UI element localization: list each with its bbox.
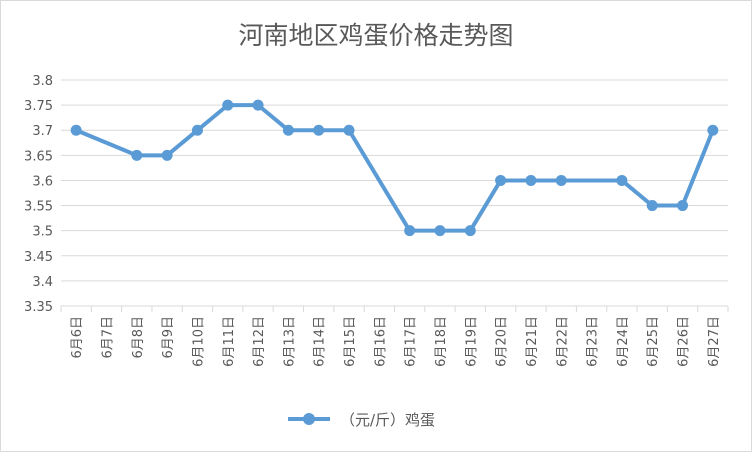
x-tick-label: 6月12日 — [252, 316, 267, 367]
chart-title: 河南地区鸡蛋价格走势图 — [238, 21, 513, 50]
data-point — [434, 225, 446, 237]
x-tick-label: 6月13日 — [282, 316, 297, 367]
data-point — [677, 200, 689, 212]
x-tick-label: 6月15日 — [343, 316, 358, 367]
x-tick-label: 6月26日 — [677, 316, 692, 367]
y-tick-label: 3.35 — [24, 300, 53, 315]
x-tick-label: 6月19日 — [464, 316, 479, 367]
data-point — [131, 149, 143, 161]
x-tick-label: 6月9日 — [161, 316, 176, 359]
data-point — [404, 225, 416, 237]
x-tick-label: 6月23日 — [586, 316, 601, 367]
x-tick-label: 6月22日 — [555, 316, 570, 367]
data-point — [70, 124, 82, 136]
data-point — [646, 200, 658, 212]
y-axis-ticks: 3.35 3.4 3.45 3.5 3.55 3.6 3.65 3.7 3.75 3.8 — [24, 74, 53, 315]
x-tick-label: 6月16日 — [373, 316, 388, 367]
data-point — [252, 99, 264, 111]
y-tick-label: 3.45 — [24, 250, 53, 265]
data-point — [191, 124, 203, 136]
y-tick-label: 3.75 — [24, 99, 53, 114]
y-tick-label: 3.7 — [32, 124, 53, 139]
x-tick-label: 6月6日 — [70, 316, 85, 359]
x-tick-label: 6月18日 — [434, 316, 449, 367]
x-tick-label: 6月25日 — [646, 316, 661, 367]
data-point — [707, 124, 719, 136]
series-line — [75, 103, 715, 233]
x-tick-label: 6月14日 — [313, 316, 328, 367]
y-tick-label: 3.8 — [32, 74, 53, 89]
legend-marker-swatch — [303, 413, 315, 425]
x-tick-label: 6月17日 — [404, 316, 419, 367]
x-axis-ticks: 6月6日 6月7日 6月8日 6月9日 6月10日 6月11日 6月12日 6月13日 6月14… — [60, 306, 729, 367]
y-tick-label: 3.65 — [24, 149, 53, 164]
gridlines — [61, 79, 728, 307]
data-point — [282, 124, 294, 136]
y-tick-label: 3.6 — [32, 174, 53, 189]
x-tick-label: 6月7日 — [100, 316, 115, 359]
y-tick-label: 3.4 — [32, 275, 53, 290]
data-point — [525, 174, 537, 186]
series-layer — [70, 99, 719, 237]
legend-label: （元/斤）鸡蛋 — [340, 411, 435, 429]
data-point — [616, 174, 628, 186]
x-tick-label: 6月11日 — [222, 316, 237, 367]
y-tick-label: 3.5 — [32, 225, 53, 240]
x-tick-label: 6月20日 — [495, 316, 510, 367]
data-point — [343, 124, 355, 136]
x-tick-label: 6月21日 — [525, 316, 540, 367]
x-tick-label: 6月27日 — [707, 316, 722, 367]
data-point — [495, 174, 507, 186]
x-tick-label: 6月8日 — [131, 316, 146, 359]
data-point — [222, 99, 234, 111]
y-tick-label: 3.55 — [24, 200, 53, 215]
legend: （元/斤）鸡蛋 — [288, 411, 435, 429]
data-point — [161, 149, 173, 161]
x-tick-label: 6月10日 — [191, 316, 206, 367]
x-tick-label: 6月24日 — [616, 316, 631, 367]
data-point — [313, 124, 325, 136]
data-point — [555, 174, 567, 186]
data-point — [464, 225, 476, 237]
